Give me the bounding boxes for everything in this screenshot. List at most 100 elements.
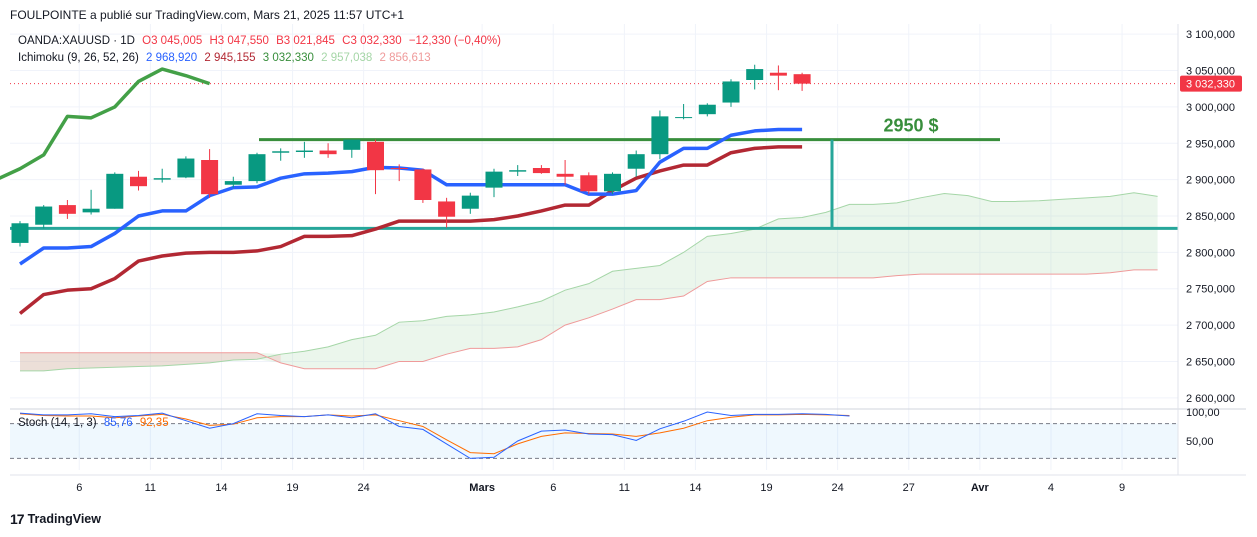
price-tick-label: 3 100,000: [1186, 29, 1235, 41]
ichimoku-kijun-value: 2 945,155: [204, 52, 256, 64]
time-tick-label: 14: [689, 482, 701, 494]
candle-body: [461, 195, 479, 209]
tenkan-line: [19, 127, 803, 266]
candle-body: [556, 173, 574, 177]
price-tick-label: 2 750,000: [1186, 284, 1235, 296]
time-tick-label: 24: [358, 482, 370, 494]
stoch-header: Stoch (14, 1, 3) 85,76 92,35: [18, 417, 173, 429]
time-tick-label: 24: [832, 482, 844, 494]
open-value: O3 045,005: [142, 35, 203, 47]
price-tick-label: 2 950,000: [1186, 138, 1235, 150]
candle-body: [580, 175, 598, 192]
footer-brand[interactable]: 17 TradingView: [10, 511, 101, 527]
candle-body: [153, 178, 171, 180]
candle-body: [485, 171, 503, 188]
stoch-k-value: 85,76: [103, 417, 133, 429]
kijun-line: [18, 145, 803, 315]
stochastic-pane: [10, 408, 1246, 459]
time-tick-label: 6: [76, 482, 82, 494]
axes: 3 100,000 3 050,000 3 000,000 2 950,000 2 90…: [10, 24, 1246, 494]
ichimoku-lines: [0, 67, 803, 315]
tradingview-brand: TradingView: [27, 512, 101, 526]
price-tick-label: 2 850,000: [1186, 211, 1235, 223]
candle-body: [698, 104, 716, 115]
candle-body: [11, 223, 29, 243]
symbol-name[interactable]: OANDA:XAUUSD · 1D: [18, 35, 135, 47]
stoch-d-value: 92,35: [139, 417, 169, 429]
candle-body: [651, 116, 669, 155]
time-tick-label: 11: [145, 482, 156, 494]
stoch-d-line: [19, 413, 850, 455]
candle-body: [627, 154, 645, 169]
time-tick-label: 19: [760, 482, 772, 494]
candles: [11, 64, 811, 247]
span-a-line: [20, 192, 1158, 372]
candle-body: [532, 168, 550, 174]
candle-body: [793, 74, 811, 84]
span-b-line: [20, 269, 1158, 370]
candle-body: [201, 160, 219, 195]
candle-body: [130, 176, 147, 187]
ichimoku-cloud: [20, 192, 1158, 372]
price-tick-label: 2 900,000: [1186, 175, 1235, 187]
low-value: B3 021,845: [276, 35, 335, 47]
price-tick-label: 2 800,000: [1186, 247, 1235, 259]
high-value: H3 047,550: [209, 35, 269, 47]
candle-body: [343, 139, 361, 150]
last-price-label: 3 032,330: [1186, 79, 1235, 91]
candle-body: [675, 117, 693, 119]
change-value: −12,330 (−0,40%): [408, 35, 501, 47]
publisher-line: FOULPOINTE a publié sur TradingView.com,…: [10, 8, 405, 22]
tradingview-logo-icon: 17: [10, 511, 25, 527]
stoch-label[interactable]: Stoch (14, 1, 3): [18, 417, 97, 429]
candle-body: [224, 181, 242, 185]
candle-body: [746, 69, 764, 80]
stoch-tick-label: 100,00: [1186, 407, 1220, 419]
price-tick-label: 3 050,000: [1186, 66, 1235, 78]
level-label: 2950 $: [883, 116, 938, 136]
price-tick-label: 2 600,000: [1186, 393, 1235, 405]
candle-body: [106, 173, 124, 209]
candle-body: [414, 169, 432, 200]
time-tick-label: 19: [286, 482, 298, 494]
ichimoku-header: Ichimoku (9, 26, 52, 26) 2 968,920 2 945…: [18, 52, 435, 64]
ichimoku-tenkan-value: 2 968,920: [146, 52, 198, 64]
candle-body: [604, 173, 621, 192]
stoch-band: [10, 423, 1178, 459]
candle-body: [58, 205, 76, 214]
horizontal-levels: 2950 $: [10, 83, 1178, 230]
candle-body: [438, 201, 456, 217]
candle-body: [295, 150, 313, 152]
candle-body: [177, 158, 195, 178]
candle-body: [272, 151, 290, 153]
stoch-k-line: [19, 411, 850, 459]
candle-body: [509, 170, 527, 172]
time-tick-label: 27: [903, 482, 915, 494]
time-tick-label: 6: [550, 482, 556, 494]
symbol-header: OANDA:XAUUSD · 1D O3 045,005 H3 047,550 …: [18, 35, 505, 47]
candle-body: [248, 154, 266, 182]
price-tick-label: 2 700,000: [1186, 320, 1235, 332]
cloud-fill-bearish: [20, 352, 281, 371]
last-price-tag: [1180, 75, 1242, 92]
candle-body: [319, 150, 337, 155]
time-tick-label: 11: [619, 482, 630, 494]
time-tick-label: 14: [215, 482, 227, 494]
candle-body: [769, 72, 787, 76]
candle-body: [82, 208, 100, 213]
ichimoku-chikou-value: 3 032,330: [262, 52, 314, 64]
candle-body: [367, 141, 384, 171]
close-value: C3 032,330: [342, 35, 402, 47]
price-tick-label: 2 650,000: [1186, 356, 1235, 368]
ichimoku-label[interactable]: Ichimoku (9, 26, 52, 26): [18, 52, 139, 64]
cloud-fill: [20, 192, 1158, 371]
time-tick-label: 9: [1119, 482, 1125, 494]
candle-body: [722, 81, 740, 103]
time-tick-label: 4: [1048, 482, 1054, 494]
price-tick-label: 3 000,000: [1186, 102, 1235, 114]
candle-body: [35, 206, 53, 225]
stoch-tick-label: 50,00: [1186, 436, 1214, 448]
time-tick-label: Mars: [469, 482, 495, 494]
candle-body: [390, 168, 408, 169]
